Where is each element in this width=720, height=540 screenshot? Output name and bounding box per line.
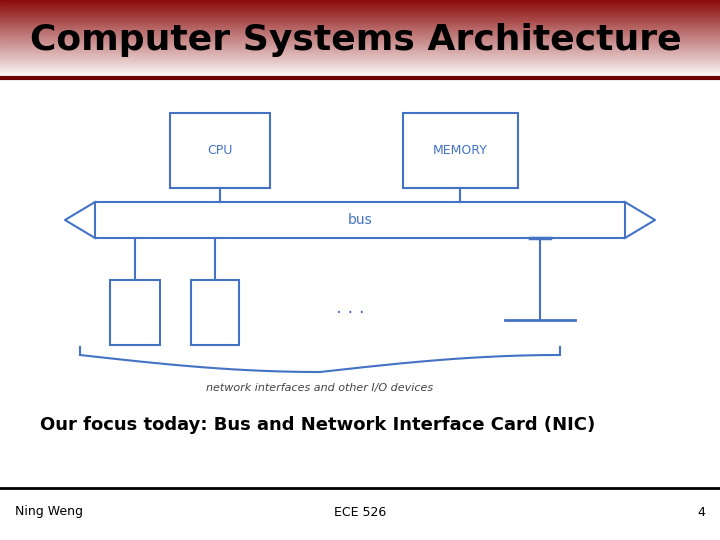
Text: . . .: . . . — [336, 299, 364, 317]
Bar — [0, 3, 720, 4]
Bar — [0, 55, 720, 56]
Bar — [0, 52, 720, 53]
Bar — [0, 56, 720, 57]
Bar — [0, 64, 720, 65]
Bar — [0, 37, 720, 38]
Bar — [0, 5, 720, 6]
Bar — [0, 51, 720, 52]
Bar — [0, 71, 720, 72]
Bar — [0, 47, 720, 48]
Bar — [0, 35, 720, 36]
Bar — [0, 7, 720, 8]
Bar — [0, 15, 720, 16]
Text: MEMORY: MEMORY — [433, 144, 487, 157]
Bar — [0, 60, 720, 62]
Bar — [0, 16, 720, 17]
Bar — [95, 202, 625, 238]
Bar — [0, 18, 720, 19]
Text: ECE 526: ECE 526 — [334, 505, 386, 518]
Bar — [0, 59, 720, 60]
Bar — [0, 4, 720, 5]
Bar — [0, 26, 720, 28]
Bar — [0, 53, 720, 54]
Bar — [0, 73, 720, 75]
Bar — [0, 72, 720, 73]
Bar — [0, 0, 720, 1]
Bar — [0, 17, 720, 18]
Bar — [0, 34, 720, 35]
Text: bus: bus — [348, 213, 372, 227]
Text: Computer Systems Architecture: Computer Systems Architecture — [30, 23, 682, 57]
Bar — [0, 1, 720, 2]
Bar — [0, 21, 720, 22]
Bar — [0, 33, 720, 34]
Bar — [0, 66, 720, 68]
Bar — [0, 14, 720, 15]
Bar — [0, 54, 720, 55]
Bar — [110, 280, 160, 345]
Bar — [0, 23, 720, 24]
Bar — [0, 2, 720, 3]
Bar — [0, 25, 720, 26]
Bar — [0, 31, 720, 32]
Bar — [0, 38, 720, 39]
Bar — [402, 112, 518, 187]
Bar — [0, 32, 720, 33]
Bar — [0, 69, 720, 70]
Bar — [0, 19, 720, 21]
Bar — [0, 77, 720, 78]
Bar — [0, 11, 720, 12]
Bar — [0, 10, 720, 11]
Bar — [0, 75, 720, 76]
Bar — [0, 70, 720, 71]
Bar — [0, 62, 720, 63]
Bar — [0, 40, 720, 41]
Text: 4: 4 — [697, 505, 705, 518]
Bar — [0, 29, 720, 30]
Bar — [0, 76, 720, 77]
Bar — [0, 57, 720, 58]
Bar — [0, 49, 720, 50]
Bar — [0, 43, 720, 44]
Text: Our focus today: Bus and Network Interface Card (NIC): Our focus today: Bus and Network Interfa… — [40, 416, 595, 434]
Bar — [0, 22, 720, 23]
Bar — [0, 9, 720, 10]
Text: CPU: CPU — [207, 144, 233, 157]
Bar — [0, 68, 720, 69]
Bar — [0, 42, 720, 43]
Text: Ning Weng: Ning Weng — [15, 505, 83, 518]
Bar — [0, 24, 720, 25]
Bar — [0, 63, 720, 64]
Bar — [0, 8, 720, 9]
Bar — [0, 58, 720, 59]
Bar — [0, 48, 720, 49]
Bar — [0, 30, 720, 31]
Bar — [0, 50, 720, 51]
Bar — [0, 45, 720, 46]
Bar — [0, 13, 720, 14]
Bar — [0, 46, 720, 47]
Bar — [191, 280, 239, 345]
Text: network interfaces and other I/O devices: network interfaces and other I/O devices — [207, 383, 433, 393]
Bar — [0, 41, 720, 42]
Bar — [0, 6, 720, 7]
Bar — [0, 39, 720, 40]
Bar — [0, 36, 720, 37]
Bar — [0, 12, 720, 13]
Bar — [0, 44, 720, 45]
Bar — [0, 65, 720, 66]
Bar — [170, 112, 270, 187]
Bar — [0, 28, 720, 29]
